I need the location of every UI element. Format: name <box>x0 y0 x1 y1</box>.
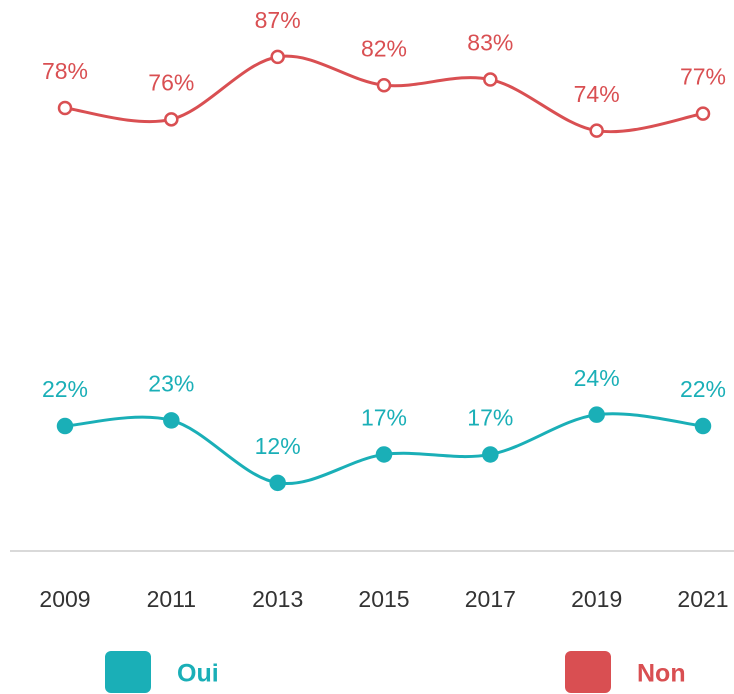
data-label: 77% <box>680 64 726 90</box>
point <box>270 49 285 65</box>
point <box>376 77 392 93</box>
point <box>375 446 393 463</box>
data-label: 74% <box>574 81 620 107</box>
data-label: 12% <box>255 433 301 459</box>
data-label: 87% <box>255 7 301 33</box>
point <box>269 474 286 492</box>
data-label: 78% <box>42 58 88 84</box>
legend-label: Non <box>637 660 686 688</box>
point <box>589 123 604 138</box>
data-label: 22% <box>680 376 726 402</box>
x-tick-label: 2017 <box>465 586 516 612</box>
point <box>56 417 74 435</box>
legend-label: Oui <box>177 660 219 688</box>
legend-swatch <box>105 651 151 693</box>
point <box>695 106 711 121</box>
point <box>57 100 73 116</box>
point <box>482 446 499 463</box>
data-label: 17% <box>361 405 407 431</box>
point <box>483 72 498 87</box>
x-tick-label: 2015 <box>358 586 409 612</box>
point <box>588 406 605 423</box>
data-label: 76% <box>148 69 194 95</box>
x-tick-label: 2011 <box>147 586 196 612</box>
x-tick-label: 2019 <box>571 586 622 612</box>
x-tick-label: 2013 <box>252 586 303 612</box>
x-tick-label: 2009 <box>39 586 90 612</box>
data-label: 82% <box>361 35 407 61</box>
data-label: 17% <box>467 405 513 431</box>
data-label: 22% <box>42 376 88 402</box>
point <box>694 417 712 435</box>
point <box>163 412 180 429</box>
data-label: 83% <box>467 30 513 56</box>
point <box>164 112 179 127</box>
x-tick-label: 2021 <box>677 586 728 612</box>
data-label: 24% <box>574 365 620 391</box>
data-label: 23% <box>148 370 194 396</box>
legend-swatch <box>565 651 611 693</box>
